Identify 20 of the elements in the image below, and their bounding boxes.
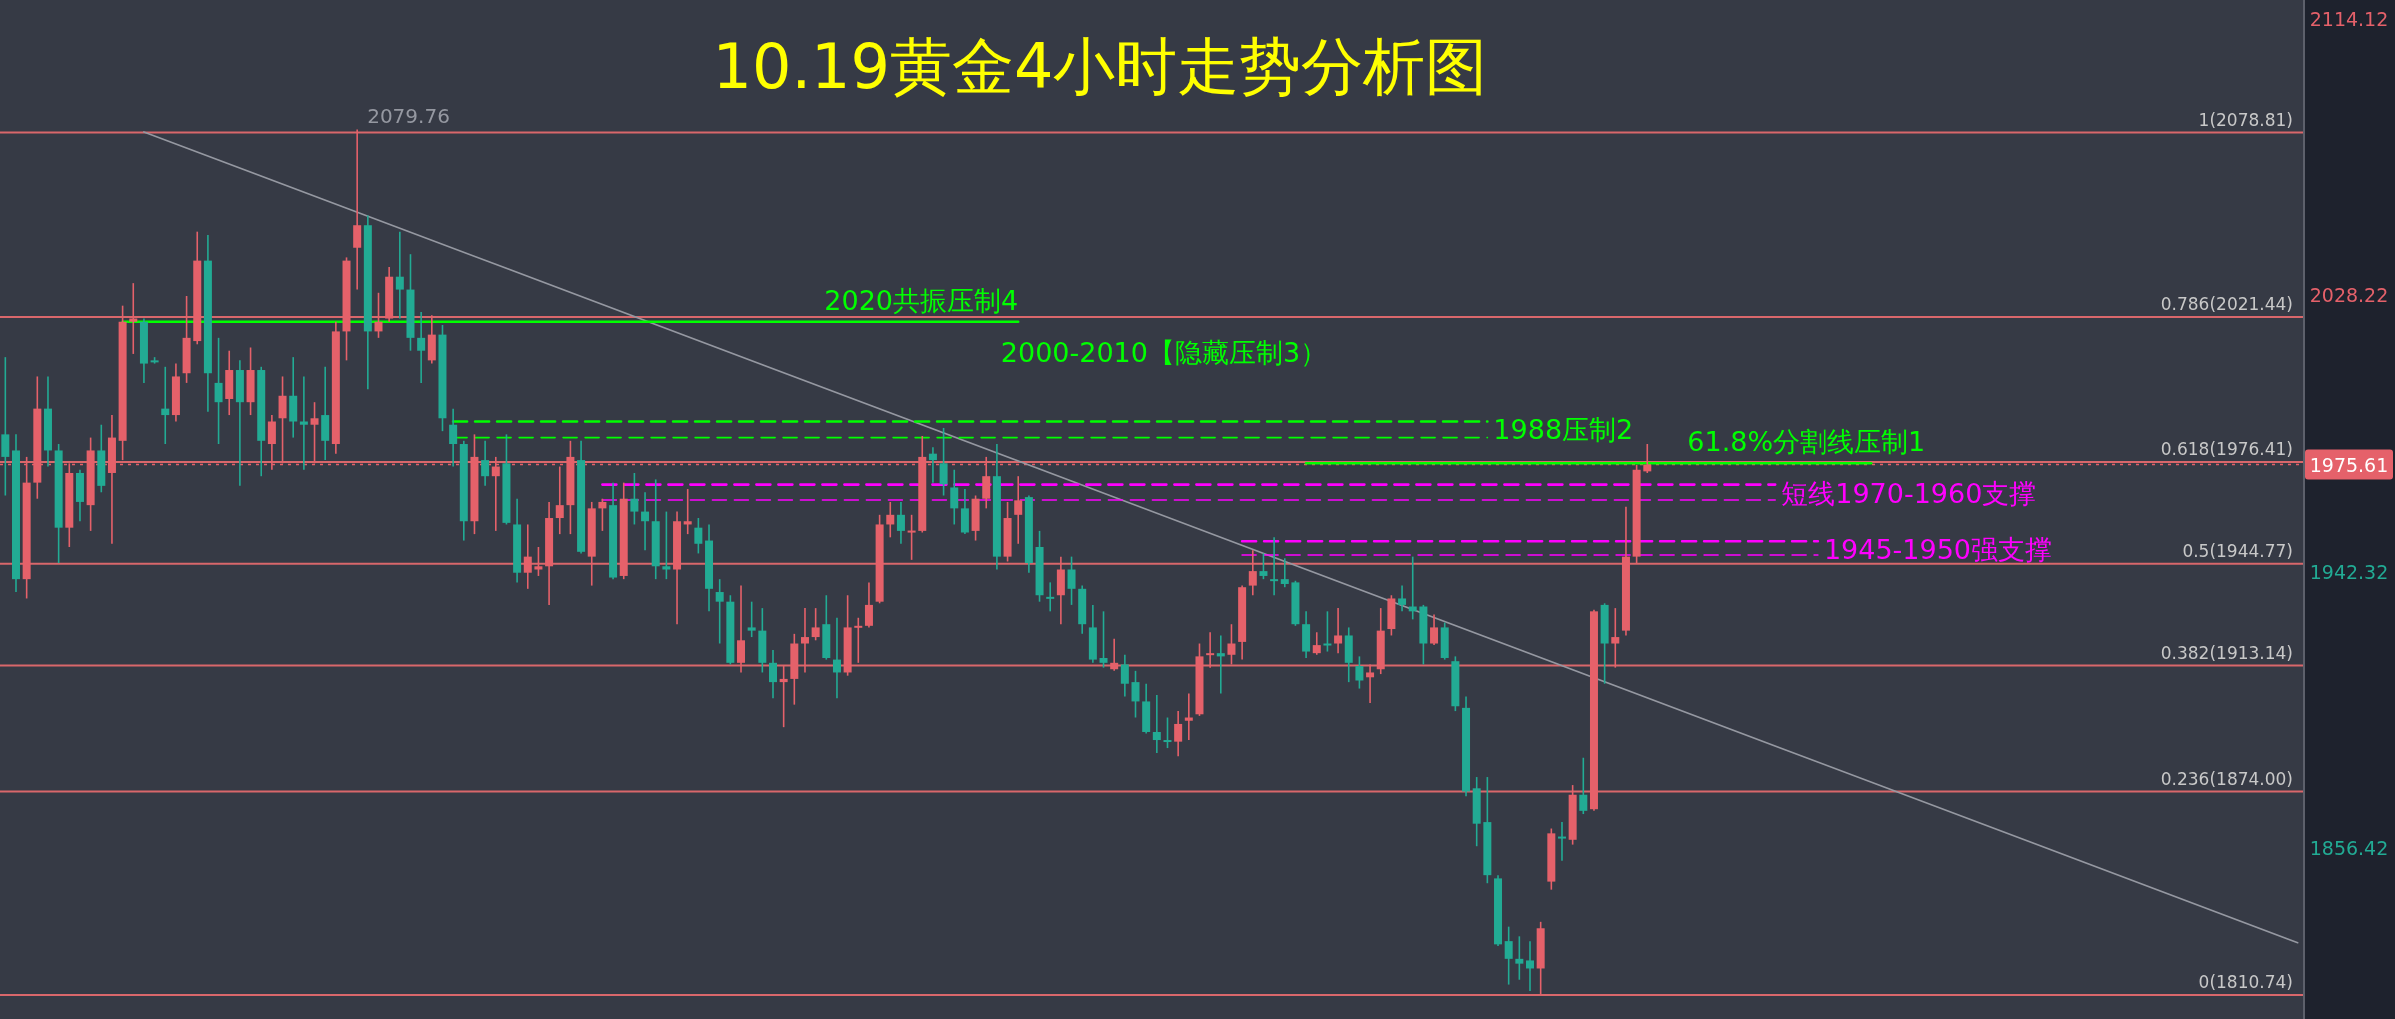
ref-line-label: 0.618(1976.41) (2160, 439, 2293, 460)
ref-line-label: 0.236(1874.00) (2160, 768, 2293, 789)
annotation: 2000-2010【隐藏压制3） (1000, 337, 1328, 368)
y-tick-label: 2028.22 (2309, 284, 2389, 307)
ref-line-label: 1975.61 (2309, 453, 2389, 476)
y-tick-label: 2114.12 (2309, 7, 2389, 30)
series-label: 2020共振压制4 (824, 284, 1019, 316)
ref-line-label: 1(2078.81) (2198, 109, 2293, 130)
ref-line-label: 0.5(1944.77) (2182, 540, 2293, 561)
series-label: 1988压制2 (1493, 414, 1634, 446)
text: 10.19黄金4小时走势分析图 (712, 30, 1488, 103)
y-tick-label: 1942.32 (2309, 560, 2389, 583)
series-label: 短线1970-1960支撑 (1781, 477, 2037, 509)
ref-line-label: 0.786(2021.44) (2160, 294, 2293, 315)
text: 2079.76 (367, 104, 450, 129)
ref-line-label: 0.382(1913.14) (2160, 642, 2293, 663)
series-label: 61.8%分割线压制1 (1687, 426, 1926, 458)
series-label: 1945-1950强支撑 (1823, 534, 2053, 566)
y-tick-label: 1856.42 (2309, 837, 2389, 860)
ref-line-label: 0(1810.74) (2198, 972, 2293, 993)
